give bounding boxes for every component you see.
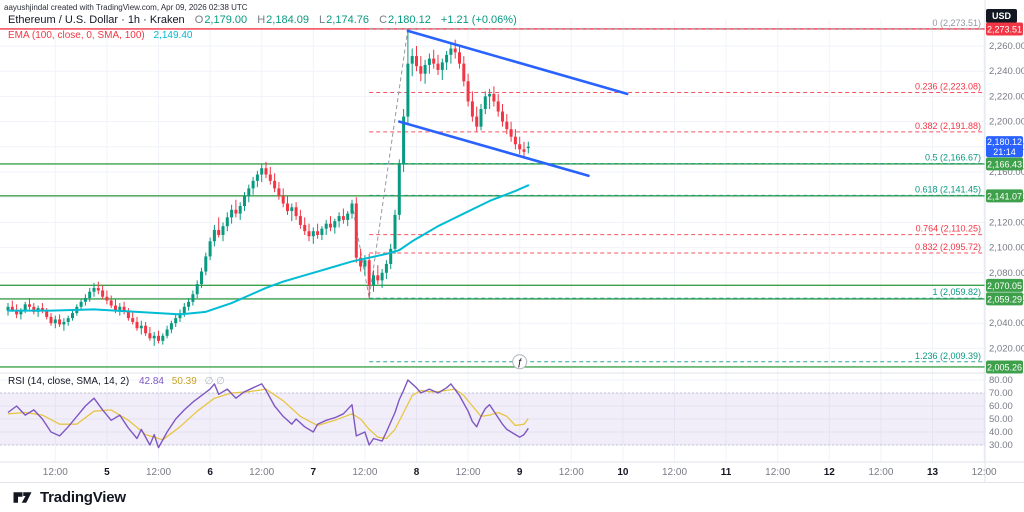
rsi-band [0,392,985,446]
svg-text:2,120.00: 2,120.00 [989,217,1024,228]
svg-text:0.236 (2,223.08): 0.236 (2,223.08) [915,82,981,92]
svg-text:30.00: 30.00 [989,440,1013,451]
tradingview-logo-icon[interactable] [12,487,33,508]
svg-text:60.00: 60.00 [989,401,1013,412]
footer-bar: TradingView [0,482,1024,512]
svg-text:12:00: 12:00 [456,467,481,478]
svg-text:ƒ: ƒ [517,357,523,368]
rsi-indicator-row: RSI (14, close, SMA, 14, 2) 42.84 50.39 … [8,376,225,387]
rsi-value: 42.84 [138,376,164,387]
svg-text:13: 13 [927,467,939,478]
svg-text:0.832 (2,095.72): 0.832 (2,095.72) [915,242,981,252]
ohlc-close-value: 2,180.12 [388,14,431,26]
svg-text:12:00: 12:00 [43,467,68,478]
svg-text:0.382 (2,191.88): 0.382 (2,191.88) [915,121,981,131]
ema-line[interactable] [7,184,530,316]
svg-text:2,141.07: 2,141.07 [987,191,1022,201]
svg-text:0.618 (2,141.45): 0.618 (2,141.45) [915,184,981,194]
ema-indicator-row: EMA (100, close, 0, SMA, 100) 2,149.40 [8,29,517,43]
symbol-row: Ethereum / U.S. Dollar · 1h · Kraken O2,… [8,13,517,28]
svg-text:2,100.00: 2,100.00 [989,243,1024,254]
svg-text:0.764 (2,110.25): 0.764 (2,110.25) [916,224,981,234]
svg-text:6: 6 [207,467,213,478]
svg-text:12:00: 12:00 [249,467,274,478]
svg-text:2,160.00: 2,160.00 [989,167,1024,178]
svg-text:2,005.26: 2,005.26 [987,362,1022,372]
svg-text:2,166.43: 2,166.43 [987,159,1022,169]
candlesticks [6,28,530,346]
svg-text:40.00: 40.00 [989,427,1013,438]
svg-text:80.00: 80.00 [989,375,1013,386]
ohlc-low-label: L [319,14,326,26]
svg-text:12: 12 [824,467,836,478]
svg-text:11: 11 [721,467,732,478]
ema-indicator-value: 2,149.40 [153,30,193,42]
svg-text:2,273.51: 2,273.51 [987,24,1022,34]
ema-indicator-label[interactable]: EMA (100, close, 0, SMA, 100) [8,30,145,42]
ohlc-high-label: H [257,14,266,26]
svg-text:12:00: 12:00 [352,467,377,478]
svg-text:10: 10 [617,467,629,478]
svg-text:5: 5 [104,467,110,478]
svg-text:1 (2,059.82): 1 (2,059.82) [932,287,981,297]
rsi-band-values: ∅ ∅ [204,376,225,387]
svg-text:12:00: 12:00 [972,467,997,478]
svg-text:2,240.00: 2,240.00 [989,66,1024,77]
ohlc-low-value: 2,174.76 [326,14,369,26]
symbol-title[interactable]: Ethereum / U.S. Dollar · 1h · Kraken [8,14,185,26]
pane-separators [0,0,1024,482]
fib-level-labels: 0 (2,273.51) 0.236 (2,223.08) 0.382 (2,191… [915,18,981,361]
horizontal-level-lines[interactable] [0,28,985,368]
svg-text:2,070.05: 2,070.05 [987,281,1022,291]
svg-text:12:00: 12:00 [146,467,171,478]
svg-text:1.236 (2,009.39): 1.236 (2,009.39) [915,351,981,361]
svg-text:9: 9 [517,467,523,478]
rsi-ma-value: 50.39 [171,376,197,387]
tradingview-wordmark[interactable]: TradingView [40,489,126,506]
price-axis[interactable]: 2,260.002,240.002,220.002,200.002,180.00… [986,9,1024,451]
fib-tool-marker[interactable]: ƒ [512,354,528,370]
svg-text:2,180.12: 2,180.12 [987,137,1022,147]
fib-retracement-lines[interactable] [351,28,985,363]
trend-lines[interactable] [397,29,629,178]
rsi-plot [7,379,529,449]
svg-text:21:14: 21:14 [993,147,1016,157]
svg-text:2,260.00: 2,260.00 [989,41,1024,52]
svg-text:12:00: 12:00 [868,467,893,478]
svg-text:2,200.00: 2,200.00 [989,117,1024,128]
svg-text:2,020.00: 2,020.00 [989,343,1024,354]
svg-text:USD: USD [992,11,1012,21]
svg-text:2,080.00: 2,080.00 [989,268,1024,279]
price-change: +1.21 (+0.06%) [440,14,517,26]
svg-text:8: 8 [414,467,420,478]
svg-text:2,220.00: 2,220.00 [989,91,1024,102]
svg-text:70.00: 70.00 [989,388,1013,399]
time-axis[interactable]: 12:00 5 12:00 6 12:00 7 12:00 8 12:00 9 12:00 10 12:… [43,467,997,478]
rsi-indicator-label[interactable]: RSI (14, close, SMA, 14, 2) [8,376,130,387]
ohlc-close-label: C [379,14,388,26]
svg-text:50.00: 50.00 [989,414,1013,425]
svg-text:2,059.29: 2,059.29 [987,294,1022,304]
chart-legend: Ethereum / U.S. Dollar · 1h · Kraken O2,… [8,13,517,43]
ohlc-open-label: O [194,14,204,26]
svg-text:12:00: 12:00 [765,467,790,478]
svg-text:7: 7 [311,467,317,478]
ohlc-high-value: 2,184.09 [266,14,309,26]
svg-text:0.5 (2,166.67): 0.5 (2,166.67) [925,153,981,163]
svg-text:12:00: 12:00 [662,467,687,478]
svg-text:0 (2,273.51): 0 (2,273.51) [932,18,981,28]
watermark-text: aayushjindal created with TradingView.co… [4,3,248,12]
svg-text:2,040.00: 2,040.00 [989,318,1024,329]
svg-text:12:00: 12:00 [559,467,584,478]
ohlc-open-value: 2,179.00 [204,14,248,26]
